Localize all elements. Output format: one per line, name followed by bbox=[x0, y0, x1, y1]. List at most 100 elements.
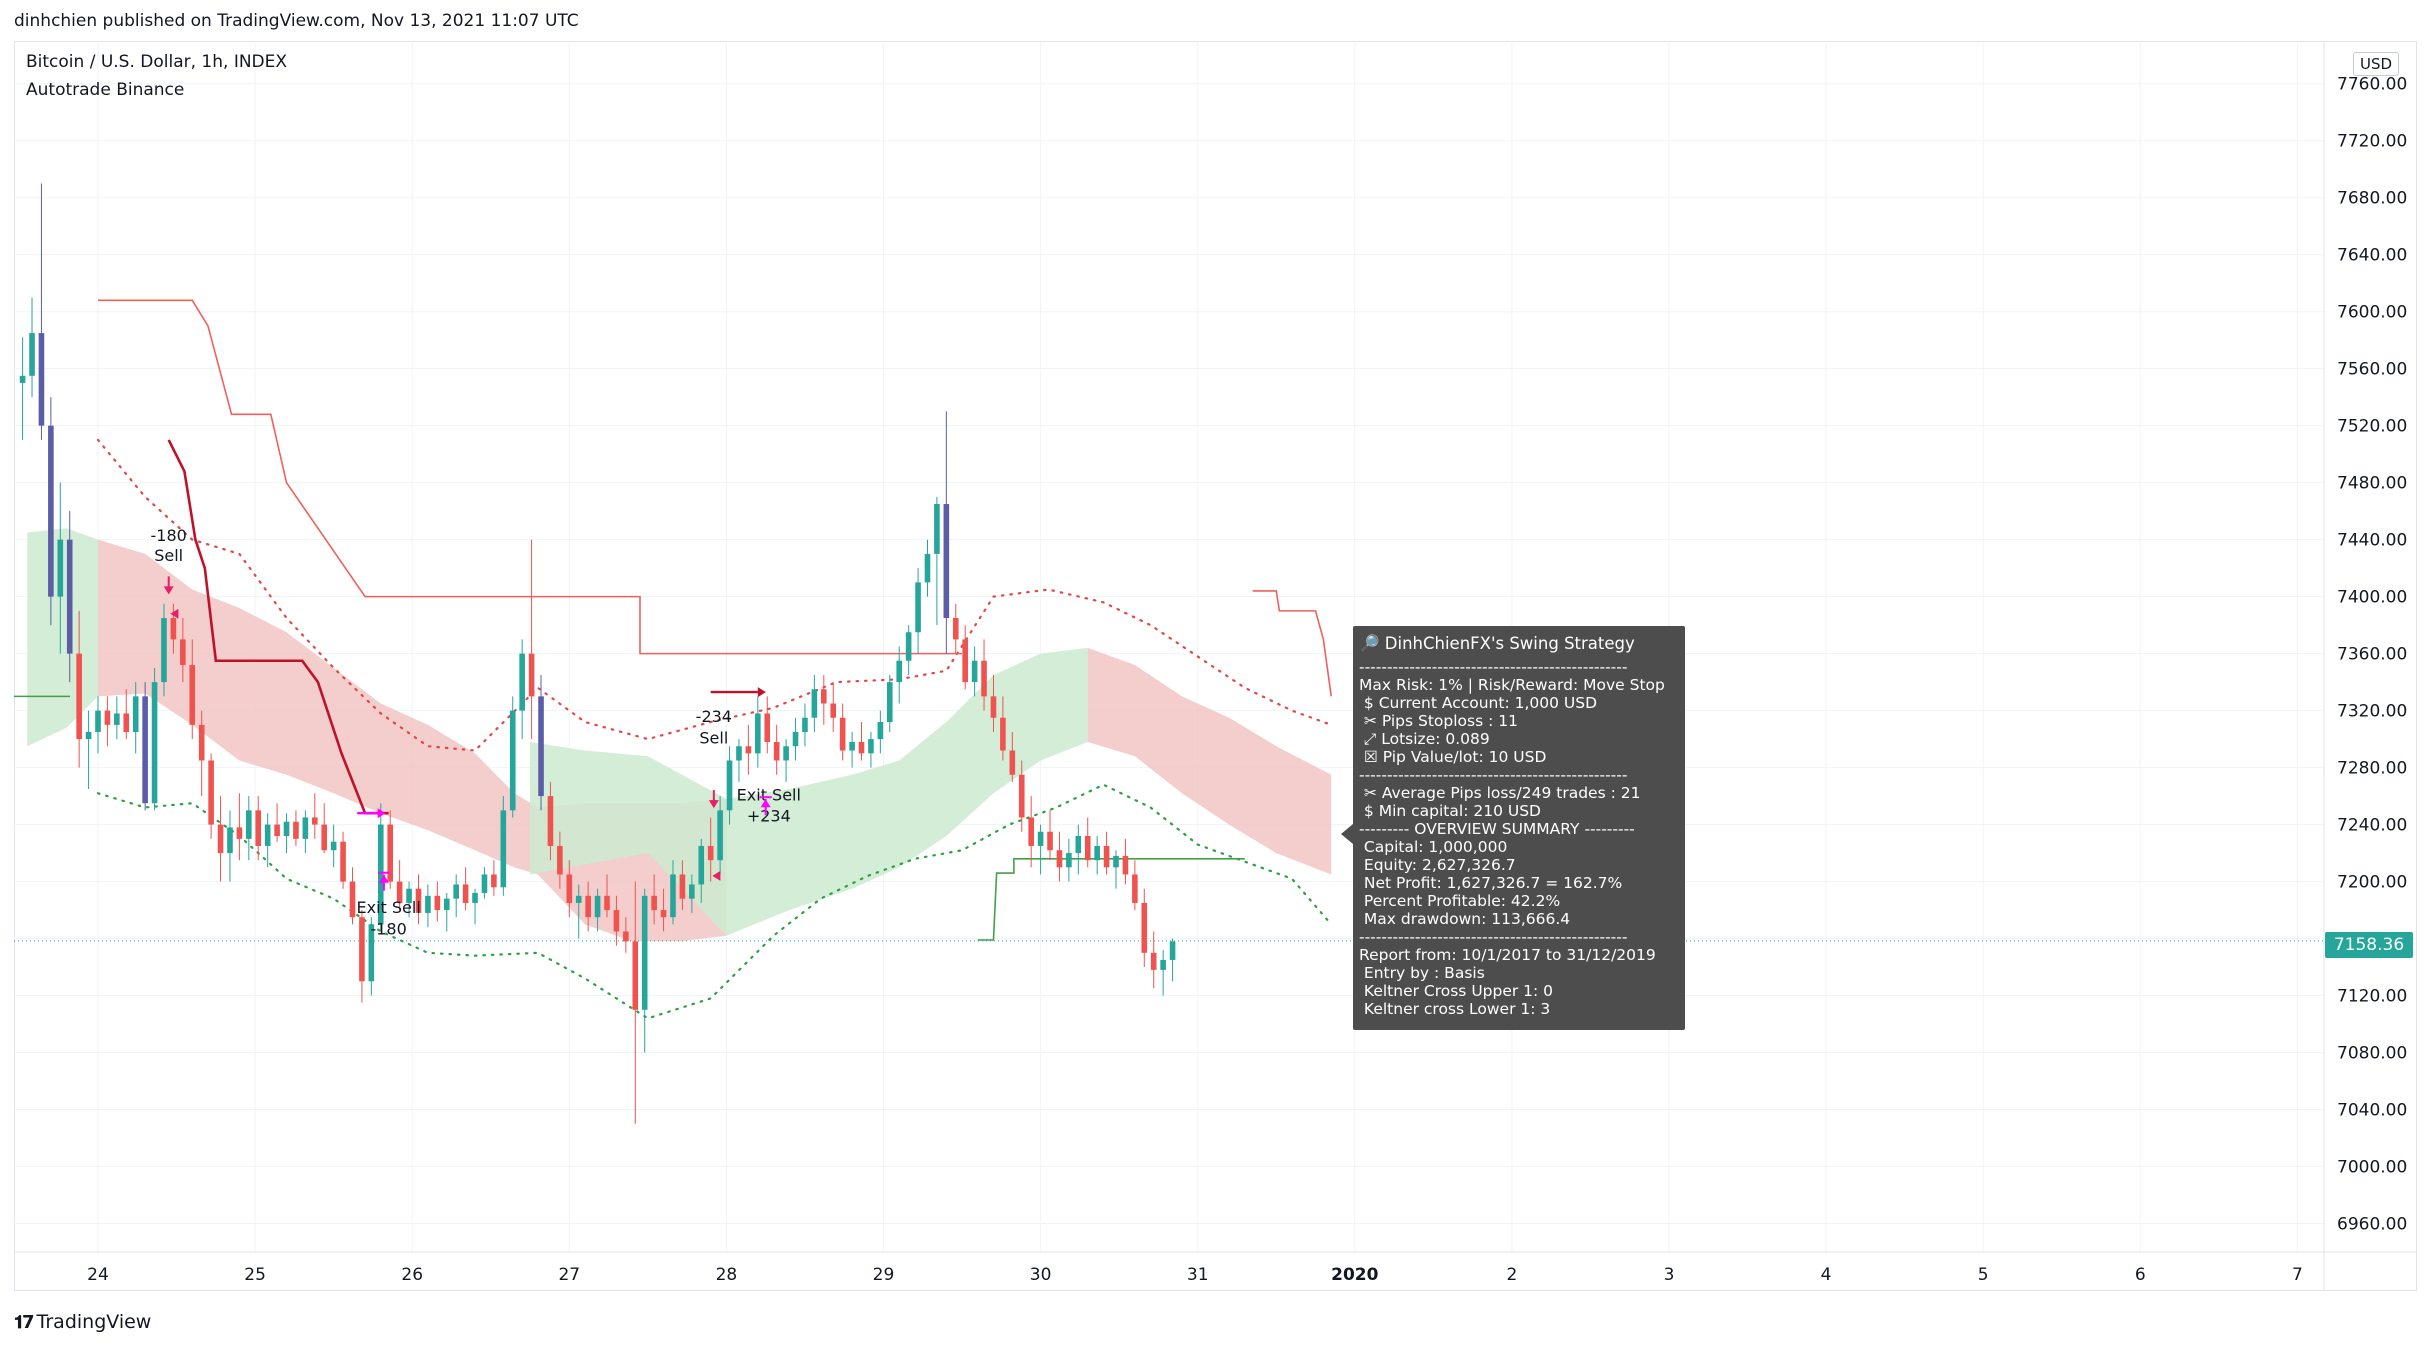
trail-arrow-icon bbox=[357, 808, 386, 819]
price-tick-label: 7200.00 bbox=[2337, 873, 2407, 893]
candle bbox=[396, 860, 403, 911]
candle-body bbox=[792, 731, 799, 747]
candle bbox=[830, 682, 837, 732]
candle bbox=[161, 603, 167, 697]
candle bbox=[368, 917, 375, 996]
currency-badge[interactable]: USD bbox=[2353, 52, 2399, 76]
candle-body bbox=[1094, 845, 1100, 861]
time-tick-label: 28 bbox=[716, 1265, 738, 1285]
indicator-name[interactable]: Autotrade Binance bbox=[26, 80, 185, 100]
info-box-line: Max Risk: 1% | Risk/Reward: Move Stop bbox=[1359, 676, 1665, 694]
candle bbox=[538, 674, 544, 811]
candle-body bbox=[1113, 855, 1119, 868]
candle bbox=[114, 696, 120, 740]
candle bbox=[1150, 931, 1157, 989]
candle bbox=[519, 639, 525, 740]
candle bbox=[604, 874, 610, 918]
tradingview-logo-text: TradingView bbox=[36, 1311, 152, 1333]
candle bbox=[641, 888, 648, 1053]
candle bbox=[952, 603, 959, 654]
candle bbox=[1037, 824, 1044, 875]
candle bbox=[896, 646, 903, 704]
candle-body bbox=[321, 824, 328, 851]
candle bbox=[707, 817, 714, 882]
candle bbox=[293, 810, 299, 846]
candle-body bbox=[623, 931, 629, 942]
candle-body bbox=[519, 653, 525, 711]
candle bbox=[660, 888, 667, 932]
candle bbox=[151, 667, 158, 811]
info-box-line: Entry by : Basis bbox=[1359, 964, 1485, 982]
candle bbox=[123, 689, 130, 740]
candle bbox=[1094, 835, 1100, 875]
time-tick-label: 6 bbox=[2135, 1265, 2146, 1285]
candle-body bbox=[76, 653, 82, 740]
candle bbox=[651, 874, 657, 925]
candle bbox=[321, 803, 328, 854]
info-box-line: Keltner cross Lower 1: 3 bbox=[1359, 1000, 1551, 1018]
candle bbox=[236, 793, 243, 861]
arrow-head bbox=[708, 800, 719, 809]
candle bbox=[1141, 888, 1148, 968]
candle-body bbox=[698, 845, 705, 885]
candle-body bbox=[660, 910, 667, 918]
candle bbox=[19, 337, 26, 440]
sell-arrow-icon bbox=[163, 576, 174, 595]
candle-body bbox=[1000, 717, 1006, 751]
candle-body bbox=[274, 824, 280, 836]
candle bbox=[29, 297, 35, 398]
basis-line bbox=[167, 439, 389, 815]
candle-body bbox=[802, 717, 808, 732]
price-tick-label: 7560.00 bbox=[2337, 360, 2407, 380]
candle-body bbox=[311, 817, 318, 825]
candle bbox=[613, 895, 620, 946]
candle-body bbox=[934, 504, 940, 554]
time-tick-label: 26 bbox=[401, 1265, 423, 1285]
candle-body bbox=[340, 841, 346, 882]
candle-body bbox=[943, 504, 950, 619]
candle-body bbox=[971, 660, 978, 683]
candle-body bbox=[547, 796, 554, 846]
signal-marker-icon bbox=[712, 870, 721, 881]
symbol-title[interactable]: Bitcoin / U.S. Dollar, 1h, INDEX bbox=[26, 52, 288, 72]
candle-body bbox=[604, 895, 610, 911]
candle-body bbox=[896, 660, 903, 683]
candle-body bbox=[377, 824, 384, 925]
time-tick-label: 4 bbox=[1821, 1265, 1832, 1285]
candle-body bbox=[764, 713, 771, 742]
candle bbox=[283, 813, 290, 854]
candle-body bbox=[415, 888, 422, 913]
candle-body bbox=[396, 881, 403, 903]
candle-body bbox=[1047, 831, 1053, 851]
info-box-line: Report from: 10/1/2017 to 31/12/2019 bbox=[1359, 946, 1656, 964]
candle-body bbox=[1169, 941, 1176, 960]
candle-body bbox=[406, 888, 412, 903]
info-box-line: Capital: 1,000,000 bbox=[1359, 838, 1508, 856]
candle bbox=[905, 625, 912, 675]
info-box-line: ✂ Pips Stoploss : 11 bbox=[1359, 712, 1518, 730]
candle-body bbox=[877, 722, 884, 740]
candle-body bbox=[811, 689, 818, 718]
candle-body bbox=[651, 895, 657, 911]
signal-marker-icon bbox=[170, 608, 179, 619]
price-tick-label: 7080.00 bbox=[2337, 1044, 2407, 1064]
candle-body bbox=[566, 874, 573, 903]
time-tick-label: 31 bbox=[1187, 1265, 1209, 1285]
candle-body bbox=[132, 696, 139, 732]
candle-body bbox=[717, 810, 723, 861]
candle bbox=[839, 703, 846, 761]
candle bbox=[1169, 938, 1176, 982]
candle-body bbox=[1056, 850, 1063, 868]
candle-body bbox=[839, 717, 846, 751]
stop-line-upper-2 bbox=[1252, 590, 1333, 697]
candle bbox=[434, 881, 441, 922]
candle-body bbox=[613, 910, 620, 932]
candle-body bbox=[104, 710, 111, 725]
candle-body bbox=[679, 874, 686, 899]
price-tick-label: 7600.00 bbox=[2337, 303, 2407, 323]
candle-body bbox=[208, 760, 214, 825]
time-tick-label: 25 bbox=[244, 1265, 266, 1285]
candle bbox=[924, 539, 931, 597]
tradingview-logo[interactable]: 𝟏𝟳 TradingView bbox=[14, 1311, 151, 1333]
